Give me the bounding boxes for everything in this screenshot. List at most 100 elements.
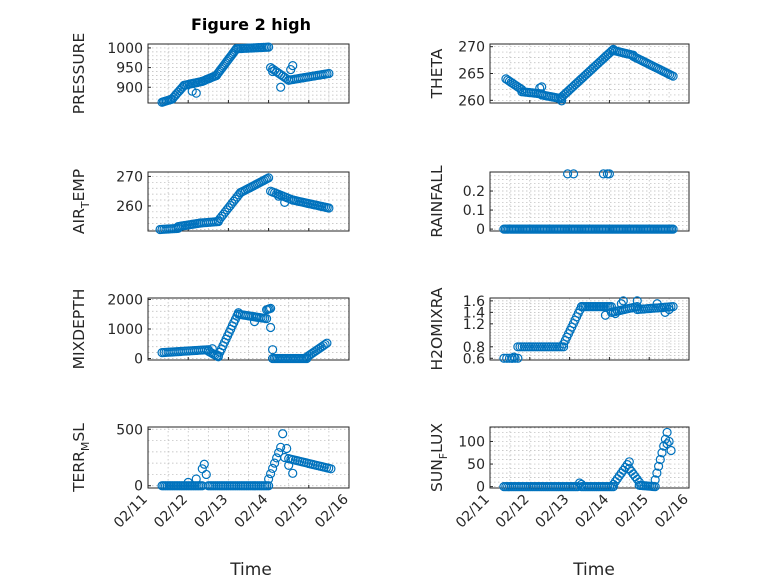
data-point [650, 475, 660, 485]
data-point [662, 439, 672, 449]
data-point [650, 482, 660, 492]
data-point [264, 173, 274, 183]
data-point [264, 42, 274, 52]
data-point [266, 303, 276, 313]
data-point [270, 458, 280, 468]
data-point [653, 461, 664, 471]
data-point [249, 317, 260, 327]
y-tick-label: 950 [116, 61, 143, 77]
y-axis-label-h2omixra: H2OMIXRA [428, 287, 446, 370]
data-point [618, 296, 628, 306]
data-point [266, 469, 276, 479]
data-point [326, 464, 336, 474]
subplot-rainfall: 0 0.1 0.2 RAINFALL [428, 165, 690, 238]
y-tick-label: 500 [116, 422, 143, 438]
data-point [266, 322, 276, 333]
data-point [183, 477, 193, 487]
data-point [664, 436, 674, 447]
data-point [568, 169, 579, 179]
data-point [664, 304, 674, 315]
y-tick-label: 50 [467, 457, 485, 473]
y-tick-label: 270 [116, 169, 143, 185]
data-point [274, 191, 284, 201]
subplot-mixdepth: 0 1000 2000 MIXDEPTH [70, 289, 350, 370]
axes-box [489, 297, 690, 361]
data-point [274, 448, 284, 458]
data-point [632, 296, 642, 306]
x-axis-label-right: Time [572, 560, 615, 580]
y-tick-label: 0.6 [463, 351, 485, 367]
data-point [559, 342, 569, 352]
data-point [268, 345, 278, 355]
y-tick-label: 0 [476, 480, 485, 496]
y-tick-label: 260 [458, 93, 485, 109]
data-point [322, 338, 332, 348]
data-point [278, 429, 288, 439]
y-axis-label-theta: THETA [428, 48, 446, 99]
subplot-pressure: 900 950 1000 PRESSURE [70, 33, 350, 115]
y-tick-label: 2000 [107, 292, 143, 308]
y-tick-label: 1000 [107, 41, 143, 57]
data-point [268, 463, 278, 474]
y-tick-label: 0.8 [463, 340, 485, 356]
y-tick-label: 1.2 [463, 317, 485, 333]
y-axis-label-sun_flux: SUNFLUX [428, 423, 450, 492]
data-point [324, 68, 334, 79]
subplot-theta: 260 265 270 THETA [428, 40, 690, 109]
y-axis-label-mixdepth: MIXDEPTH [70, 289, 88, 370]
data-point [624, 457, 634, 467]
data-point [510, 353, 520, 363]
data-point [535, 83, 545, 93]
data-point [191, 474, 201, 484]
y-tick-label: 1.4 [463, 305, 485, 321]
subplot-h2omixra: 0.60.8 1.21.41.6 H2OMIXRA [428, 287, 690, 371]
data-point [513, 353, 523, 363]
data-point [207, 344, 217, 354]
data-point [268, 66, 278, 77]
data-point [264, 474, 274, 484]
y-axis-label-air_temp: AIRTEMP [70, 169, 92, 234]
data-point [280, 452, 290, 463]
data-point [662, 427, 672, 438]
x-axis-label-left: Time [229, 560, 272, 580]
data-point [261, 314, 272, 324]
data-point [509, 352, 519, 362]
y-axis-label-terr_msl: TERRMSL [70, 423, 92, 493]
data-point [199, 459, 209, 469]
y-tick-label: 270 [458, 40, 485, 56]
data-point [507, 353, 517, 363]
data-point [610, 308, 620, 319]
data-point [652, 468, 662, 478]
y-tick-label: 0 [134, 479, 143, 495]
data-point [282, 443, 292, 454]
data-point [574, 478, 585, 488]
subplot-air_temp: 260 270 AIRTEMP [70, 169, 350, 235]
data-point [616, 299, 626, 309]
axes-box [147, 171, 350, 232]
data-point [276, 442, 286, 452]
data-point [557, 96, 567, 106]
data-point [251, 312, 262, 322]
data-point [600, 310, 611, 320]
data-point [666, 445, 676, 456]
y-tick-label: 100 [458, 434, 485, 450]
y-tick-label: 1.6 [463, 294, 485, 310]
data-point [668, 224, 678, 234]
figure-title: Figure 2 high [191, 15, 311, 34]
data-point [537, 82, 547, 92]
data-point [191, 88, 201, 98]
data-point [288, 468, 298, 478]
data-point [288, 61, 298, 71]
data-point [324, 203, 334, 213]
data-point [320, 339, 330, 350]
data-point [201, 469, 211, 480]
y-axis-label-rainfall: RAINFALL [428, 165, 446, 238]
data-point [652, 299, 662, 309]
data-point [576, 479, 587, 489]
data-point [280, 197, 290, 207]
y-axis-label-pressure: PRESSURE [70, 33, 88, 115]
data-point [264, 481, 274, 491]
data-point [668, 71, 678, 81]
y-tick-label: 0.1 [463, 203, 485, 219]
